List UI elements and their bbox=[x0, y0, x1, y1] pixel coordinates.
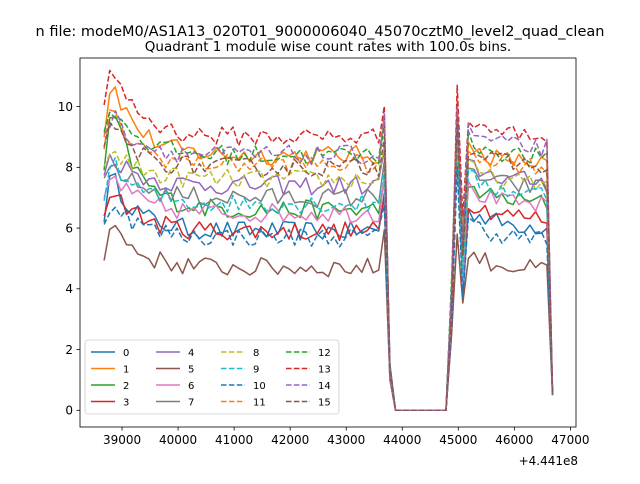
legend-label-2: 2 bbox=[123, 381, 129, 392]
x-offset-label: +4.441e8 bbox=[519, 454, 578, 468]
chart-title: Quadrant 1 module wise count rates with … bbox=[145, 39, 511, 55]
series-line-10 bbox=[103, 166, 554, 412]
series-line-3 bbox=[103, 117, 554, 412]
legend-label-9: 9 bbox=[253, 364, 259, 375]
y-tick-label: 0 bbox=[65, 404, 73, 418]
axes: 39000 40000 41000 42000 43000 44000 45000 46000… bbox=[58, 57, 589, 447]
series-line-0 bbox=[103, 124, 554, 412]
legend-label-12: 12 bbox=[318, 348, 331, 359]
x-tick-label: 44000 bbox=[383, 433, 421, 447]
x-tick-label: 43000 bbox=[327, 433, 365, 447]
legend-label-0: 0 bbox=[123, 348, 129, 359]
series-line-15 bbox=[103, 117, 554, 412]
legend-label-6: 6 bbox=[188, 381, 194, 392]
legend-label-4: 4 bbox=[188, 348, 194, 359]
series-line-14 bbox=[103, 105, 554, 412]
y-tick-label: 10 bbox=[58, 100, 73, 114]
figure-suptitle: n file: modeM0/AS1A13_020T01_9000006040_… bbox=[36, 24, 605, 40]
series-line-4 bbox=[103, 130, 554, 412]
x-tick-label: 47000 bbox=[551, 433, 589, 447]
axes-frame bbox=[79, 57, 577, 428]
legend-label-11: 11 bbox=[253, 397, 266, 408]
x-tick-label: 40000 bbox=[159, 433, 197, 447]
y-tick-label: 4 bbox=[65, 282, 73, 296]
legend-label-7: 7 bbox=[188, 397, 194, 408]
series-line-1 bbox=[103, 86, 554, 412]
y-tick-label: 8 bbox=[65, 161, 73, 175]
series-line-13 bbox=[103, 69, 554, 412]
x-tick-label: 42000 bbox=[271, 433, 309, 447]
legend-label-15: 15 bbox=[318, 397, 331, 408]
x-tick-label: 46000 bbox=[495, 433, 533, 447]
legend-label-10: 10 bbox=[253, 381, 266, 392]
legend-box bbox=[84, 339, 340, 415]
series-line-12 bbox=[103, 111, 554, 412]
legend-label-1: 1 bbox=[123, 364, 129, 375]
legend-label-14: 14 bbox=[318, 381, 331, 392]
series-line-8 bbox=[103, 136, 554, 412]
series-line-2 bbox=[103, 115, 554, 412]
series-line-5 bbox=[103, 224, 554, 412]
x-tick-label: 41000 bbox=[215, 433, 253, 447]
y-tick-label: 2 bbox=[65, 343, 73, 357]
plot-area bbox=[103, 69, 554, 412]
series-line-9 bbox=[103, 136, 554, 412]
x-tick-label: 45000 bbox=[439, 433, 477, 447]
legend-label-8: 8 bbox=[253, 348, 259, 359]
legend-label-13: 13 bbox=[318, 364, 331, 375]
series-line-6 bbox=[103, 145, 554, 412]
x-tick-label: 39000 bbox=[103, 433, 141, 447]
legend-label-5: 5 bbox=[188, 364, 194, 375]
y-tick-label: 6 bbox=[65, 221, 73, 235]
legend-label-3: 3 bbox=[123, 397, 129, 408]
series-line-7 bbox=[103, 133, 554, 412]
